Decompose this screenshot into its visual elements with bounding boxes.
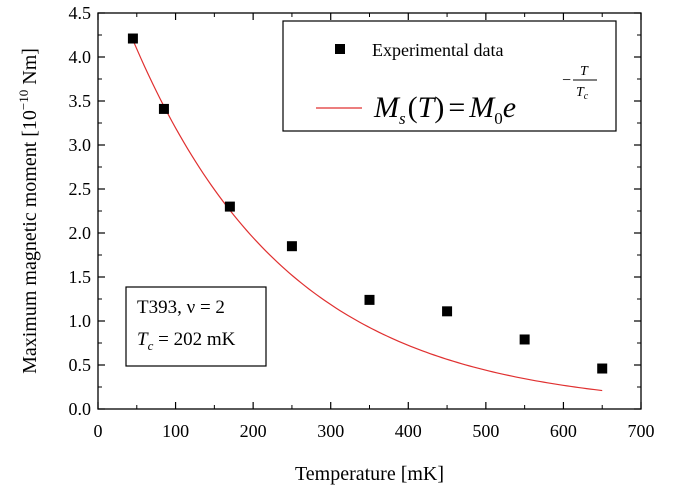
formula-exp-denominator: Tc [576,85,589,102]
formula-equals: = [448,91,465,124]
legend-marker-square [335,44,345,54]
data-points-group [127,33,608,374]
data-point [286,241,297,252]
x-tick-label: 500 [472,421,499,441]
annotation-frame [125,286,267,367]
y-tick-label: 0.0 [69,399,92,419]
data-point [442,306,453,317]
data-point [158,103,169,114]
y-tick-label: 1.0 [69,311,92,331]
y-axis-title-unit: Nm] [19,48,41,90]
formula-e: e [503,91,516,124]
y-axis-title: Maximum magnetic moment [10−10 Nm] [16,48,41,374]
formula-s: s [399,109,406,128]
annotation-line1: T393, ν = 2 [137,297,225,318]
data-point [364,294,375,305]
y-tick-label: 2.0 [69,223,92,243]
annotation-tc-T: T [137,329,149,350]
formula-M0: M [468,91,496,124]
x-tick-label: 400 [395,421,422,441]
fit-curve-group [132,39,603,392]
legend-box [282,20,617,132]
y-tick-label: 3.0 [69,135,92,155]
y-tick-label: 3.5 [69,91,92,111]
annotation-line2: Tc = 202 mK [137,329,236,353]
formula-close-paren: ) [434,91,444,124]
formula-M: M [373,91,401,124]
annotation-tc-c: c [148,338,154,353]
legend-fit-formula: Ms(T) = M0e [373,91,516,128]
y-tick-label: 4.5 [69,3,92,23]
x-tick-label: 700 [628,421,655,441]
formula-0: 0 [494,109,503,128]
y-tick-labels: 0.0 0.5 1.0 1.5 2.0 2.5 3.0 3.5 4.0 4.5 [69,3,92,419]
y-tick-label: 0.5 [69,355,92,375]
formula-exp-denominator-T: T [576,85,585,100]
axis-ticks [97,12,642,410]
data-point [127,33,138,44]
x-tick-labels: 0 100 200 300 400 500 600 700 [94,421,655,441]
y-axis-title-main: Maximum magnetic moment [10 [19,110,41,374]
y-axis-title-exponent: −10 [16,90,31,110]
data-point [224,201,235,212]
fit-curve [132,39,603,392]
formula-exp-minus: − [562,72,571,89]
annotation-box: T393, ν = 2 Tc = 202 mK [125,286,267,367]
formula-open-paren: ( [408,91,418,124]
annotation-tc-value: = 202 mK [153,329,235,350]
x-axis-title: Temperature [mK] [295,463,444,485]
data-point [519,334,530,345]
formula-exp-numerator: T [580,64,589,79]
x-tick-label: 200 [240,421,267,441]
x-tick-label: 300 [317,421,344,441]
x-tick-label: 100 [162,421,189,441]
formula-T: T [418,91,437,124]
y-tick-label: 2.5 [69,179,92,199]
formula-exp-denominator-c: c [584,91,589,102]
data-point [597,363,608,374]
y-tick-label: 4.0 [69,47,92,67]
x-tick-label: 600 [550,421,577,441]
y-tick-label: 1.5 [69,267,92,287]
x-tick-label: 0 [94,421,103,441]
legend-label-experimental: Experimental data [372,40,503,60]
legend: Experimental data Ms(T) = M0e − T Tc [282,20,617,132]
